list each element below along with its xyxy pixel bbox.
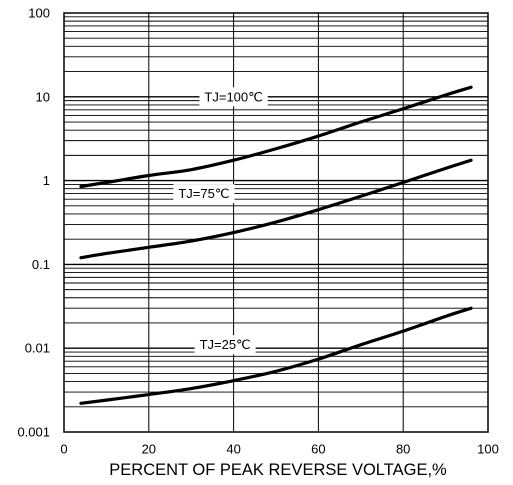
x-tick-label: 0 [60, 442, 67, 457]
x-tick-label: 40 [226, 442, 240, 457]
x-tick-label: 100 [477, 442, 499, 457]
series-line-1 [79, 158, 473, 260]
series-label-background [199, 87, 268, 107]
series-label-group-1: TJ=75℃ [173, 184, 235, 204]
series-label-2: TJ=25℃ [200, 337, 251, 352]
series-line-0 [79, 85, 473, 189]
series-line-2 [79, 306, 473, 405]
series-label-background [194, 335, 256, 355]
x-tick-label: 60 [311, 442, 325, 457]
x-tick-label: 20 [142, 442, 156, 457]
y-tick-label: 10 [36, 89, 50, 104]
y-tick-label: 0.1 [32, 257, 50, 272]
plot-frame [63, 12, 489, 433]
y-tick-label: 0.001 [17, 425, 50, 440]
chart-curve-labels: TJ=100℃ TJ=75℃ TJ=25℃ [173, 87, 268, 355]
series-label-0: TJ=100℃ [204, 89, 262, 104]
chart-curves [79, 85, 473, 405]
y-tick-labels: 0.001 0.01 0.1 1 10 100 [17, 6, 50, 440]
x-tick-label: 80 [396, 442, 410, 457]
series-label-background [173, 184, 235, 204]
y-tick-label: 100 [28, 6, 50, 21]
series-label-group-2: TJ=25℃ [194, 335, 256, 355]
x-tick-labels: 0 20 40 60 80 100 [60, 442, 498, 457]
x-axis-label: PERCENT OF PEAK REVERSE VOLTAGE,% [109, 461, 447, 479]
series-label-1: TJ=75℃ [178, 186, 229, 201]
series-label-group-0: TJ=100℃ [199, 87, 268, 107]
y-tick-label: 0.01 [25, 341, 50, 356]
y-tick-label: 1 [43, 173, 50, 188]
